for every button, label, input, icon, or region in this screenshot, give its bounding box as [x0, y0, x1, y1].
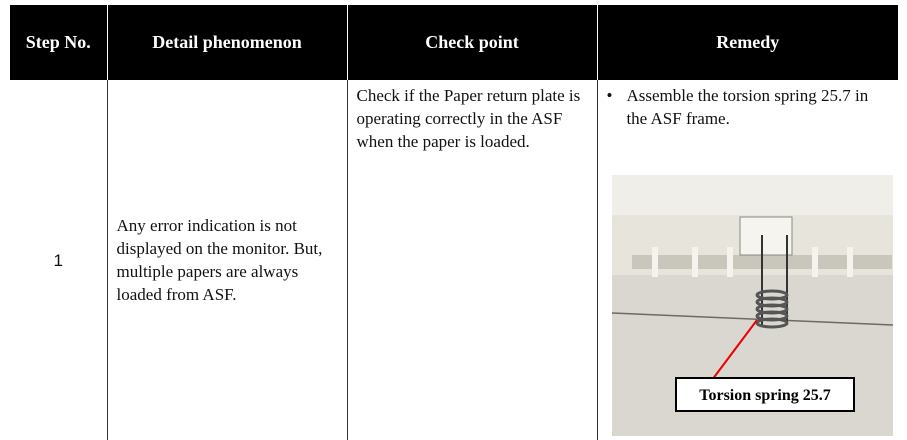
header-cell: Detail phenomenon	[106, 5, 347, 80]
detail-cell: Any error indication is not displayed on…	[106, 80, 347, 440]
bullet: •	[606, 86, 613, 105]
bullet-item: • Assemble the torsion spring 25.7 in the…	[607, 84, 890, 130]
header-cell: Remedy	[596, 5, 898, 80]
header-row: Step No. Detail phenomenon Check point R…	[10, 5, 898, 80]
remedy-text: Assemble the torsion spring 25.7 in the …	[626, 86, 869, 128]
photo-label: Torsion spring 25.7	[675, 377, 855, 412]
header-cell: Check point	[346, 5, 597, 80]
header-cell: Step No.	[10, 5, 107, 80]
step-cell: 1	[53, 250, 63, 270]
check-cell: Check if the Paper return plate is opera…	[346, 80, 597, 440]
